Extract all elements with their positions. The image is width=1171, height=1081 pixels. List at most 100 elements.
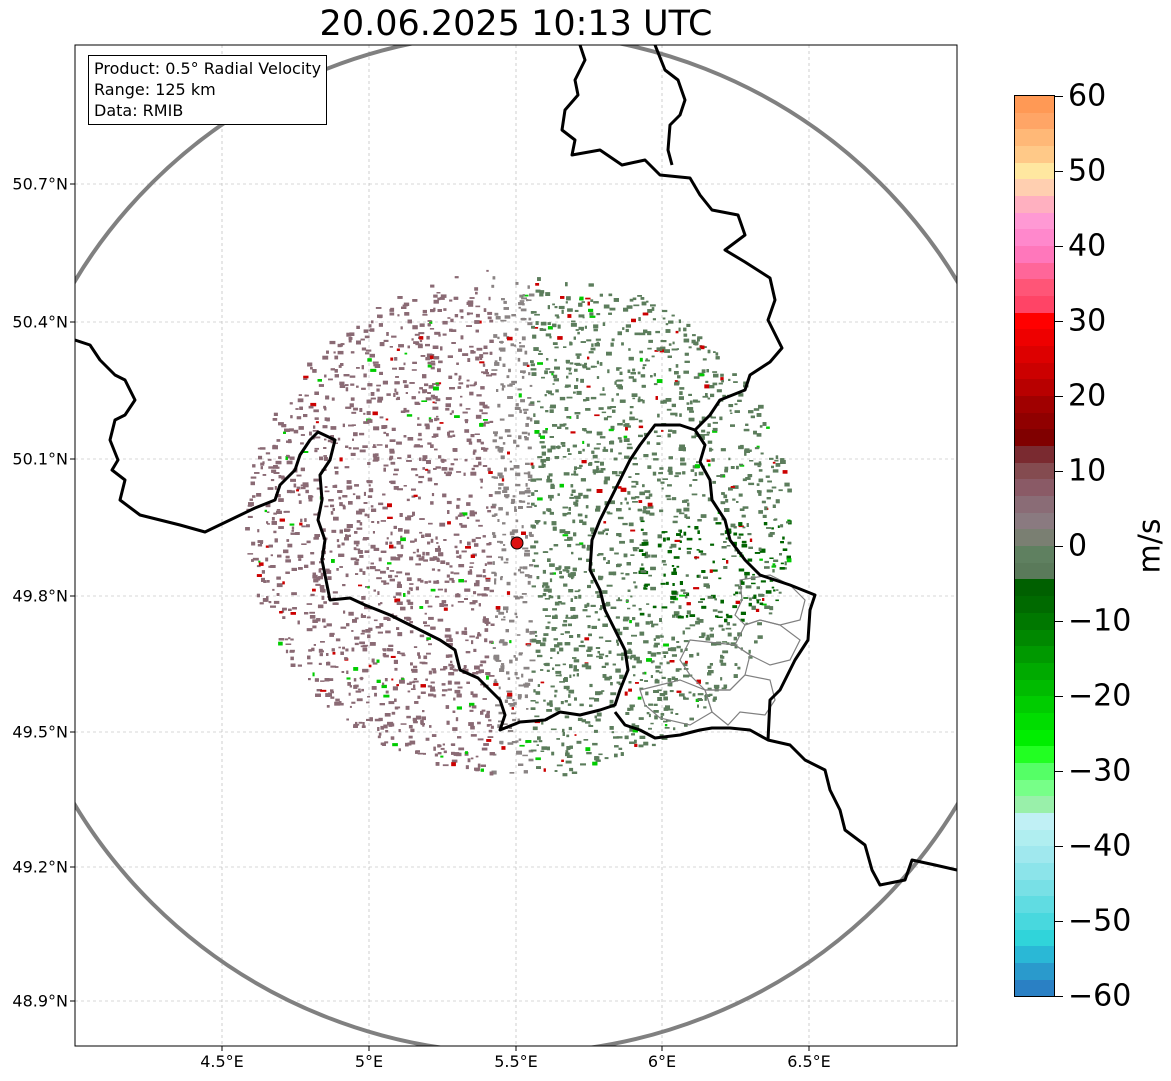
echo-pixel (360, 613, 363, 617)
echo-pixel (358, 508, 365, 513)
echo-pixel (417, 438, 423, 441)
echo-pixel (573, 501, 578, 505)
echo-pixel (408, 735, 413, 739)
echo-pixel (313, 644, 316, 646)
echo-pixel (616, 628, 620, 632)
echo-pixel (674, 382, 679, 386)
echo-pixel (541, 462, 544, 467)
echo-pixel (430, 394, 435, 398)
echo-pixel (559, 647, 564, 652)
echo-pixel (638, 434, 643, 438)
echo-pixel (461, 512, 468, 516)
echo-pixel (562, 534, 569, 537)
echo-pixel (436, 426, 441, 431)
echo-pixel (385, 444, 388, 448)
echo-pixel (552, 667, 555, 670)
echo-pixel (504, 315, 511, 319)
echo-pixel (585, 665, 592, 670)
echo-pixel (487, 561, 493, 565)
echo-pixel (453, 669, 458, 672)
echo-pixel (666, 719, 671, 722)
echo-pixel (667, 683, 671, 687)
echo-pixel (660, 340, 667, 343)
echo-pixel (398, 554, 403, 558)
echo-pixel (542, 585, 545, 588)
echo-pixel (290, 415, 293, 419)
echo-pixel (481, 593, 487, 597)
echo-pixel (278, 422, 284, 426)
echo-pixel (314, 537, 319, 539)
echo-pixel (625, 712, 630, 715)
echo-pixel (518, 302, 524, 306)
echo-pixel (270, 605, 276, 608)
echo-pixel (451, 665, 455, 668)
echo-pixel (551, 521, 557, 526)
echo-pixel (265, 503, 271, 508)
echo-pixel (574, 385, 578, 389)
echo-pixel (427, 442, 432, 445)
echo-pixel (372, 361, 379, 364)
echo-pixel (428, 693, 434, 697)
echo-pixel (415, 563, 421, 566)
echo-pixel (440, 346, 443, 351)
echo-pixel (772, 504, 776, 508)
echo-pixel (634, 418, 639, 421)
echo-pixel (495, 615, 498, 618)
echo-pixel (530, 545, 536, 549)
echo-pixel (751, 605, 756, 610)
echo-pixel (484, 655, 490, 659)
echo-pixel (289, 523, 295, 526)
echo-pixel (473, 449, 477, 453)
echo-pixel (264, 509, 267, 513)
echo-pixel (306, 524, 310, 528)
echo-pixel (444, 634, 451, 638)
echo-pixel (491, 369, 498, 371)
echo-pixel (481, 709, 486, 712)
echo-pixel (517, 718, 520, 723)
echo-pixel (655, 670, 660, 673)
echo-pixel (430, 362, 436, 366)
echo-pixel (415, 341, 419, 346)
echo-pixel (628, 522, 634, 527)
echo-pixel (715, 352, 719, 356)
echo-pixel (320, 680, 325, 682)
echo-pixel (458, 348, 462, 352)
echo-pixel (279, 611, 283, 614)
echo-pixel (482, 465, 488, 467)
echo-pixel (529, 659, 536, 662)
echo-pixel (431, 493, 435, 497)
echo-pixel (522, 601, 528, 604)
echo-pixel (571, 489, 576, 493)
echo-pixel (650, 304, 656, 307)
echo-pixel (568, 372, 572, 375)
echo-pixel (602, 449, 609, 452)
echo-pixel (553, 638, 558, 641)
echo-pixel (354, 548, 361, 551)
echo-pixel (762, 514, 767, 518)
echo-pixel (647, 502, 653, 507)
echo-pixel (456, 555, 460, 558)
echo-pixel (531, 372, 537, 376)
echo-pixel (502, 522, 506, 525)
echo-pixel (712, 560, 715, 564)
echo-pixel (435, 548, 441, 552)
echo-pixel (298, 394, 302, 396)
echo-pixel (468, 494, 473, 498)
echo-pixel (615, 474, 620, 477)
echo-pixel (518, 393, 522, 398)
echo-pixel (486, 555, 492, 558)
echo-pixel (640, 374, 646, 378)
echo-pixel (639, 631, 645, 636)
echo-pixel (524, 574, 530, 577)
echo-pixel (595, 759, 601, 762)
echo-pixel (707, 440, 713, 444)
echo-pixel (564, 700, 568, 703)
echo-pixel (545, 626, 550, 630)
echo-pixel (653, 458, 659, 461)
echo-pixel (405, 705, 410, 710)
echo-pixel (379, 371, 383, 375)
echo-pixel (505, 558, 509, 561)
echo-pixel (511, 529, 515, 532)
echo-pixel (527, 575, 533, 579)
echo-pixel (754, 447, 759, 450)
